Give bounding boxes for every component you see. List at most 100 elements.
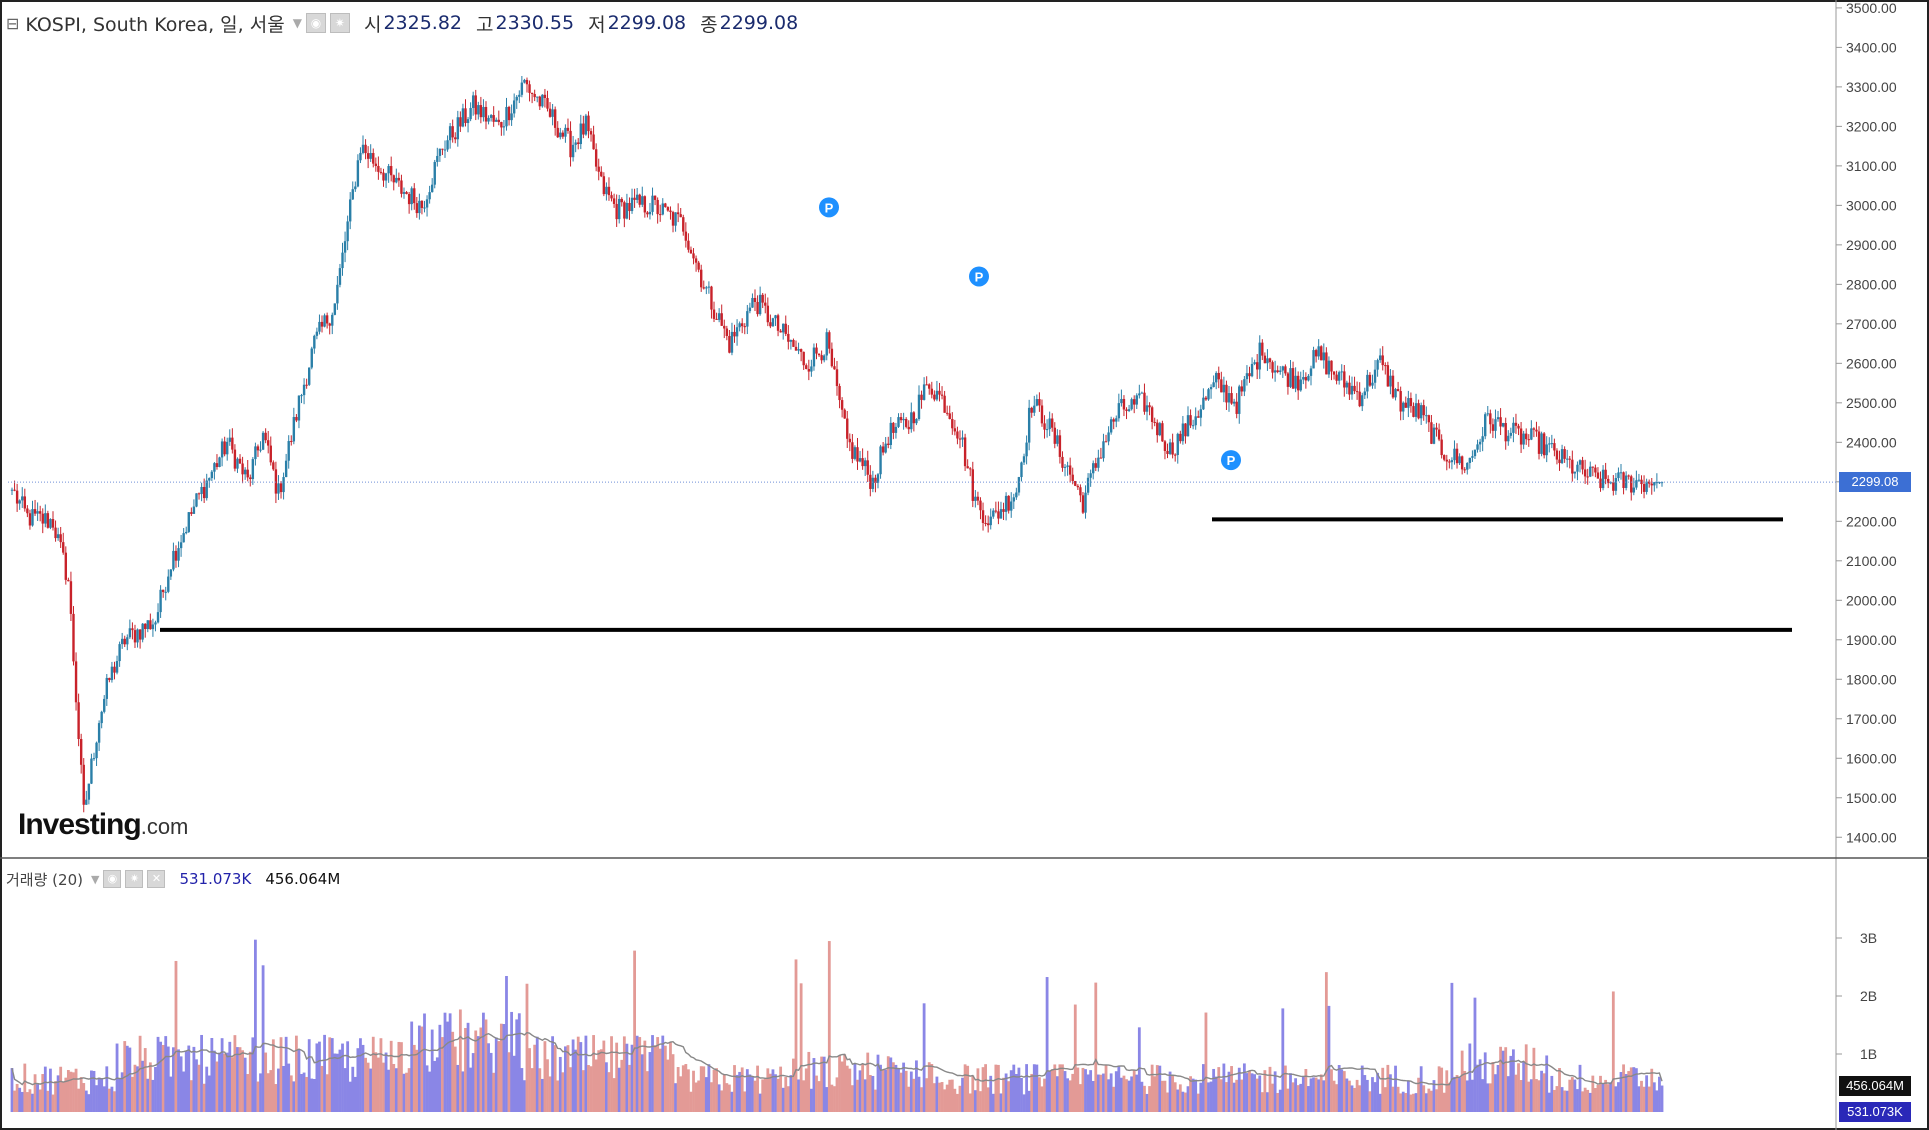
volume-bar [999, 1093, 1003, 1112]
candle-body [1599, 478, 1602, 489]
candle-body [715, 318, 718, 320]
chevron-down-icon[interactable]: ▼ [292, 16, 302, 30]
candle-body [1361, 395, 1364, 407]
price-axis-label: 1800.00 [1846, 671, 1897, 687]
volume-bar [956, 1093, 959, 1112]
candle-body [218, 457, 221, 468]
event-marker: P [969, 266, 989, 287]
candle-body [1184, 423, 1187, 437]
candle-body [21, 496, 24, 501]
candle-body [192, 506, 196, 514]
candle-body [902, 418, 905, 421]
volume-bar [1406, 1080, 1410, 1112]
volume-bar [441, 1037, 444, 1112]
volume-bar [466, 1022, 470, 1112]
candle-body [23, 496, 27, 509]
chevron-down-icon[interactable]: ▼ [90, 872, 100, 886]
volume-bar [1181, 1091, 1185, 1112]
candle-body [1343, 371, 1346, 388]
eye-icon[interactable]: ◉ [305, 13, 326, 33]
candle-body [712, 309, 716, 319]
volume-bar [835, 1077, 839, 1112]
event-marker-circle [1221, 450, 1241, 471]
volume-bar [1296, 1085, 1300, 1112]
candle-body [430, 184, 434, 193]
volume-bar [897, 1067, 900, 1112]
candle-body [1304, 377, 1308, 381]
eye-icon[interactable]: ◉ [103, 870, 122, 888]
volume-bar [384, 1052, 388, 1112]
candle-body [292, 416, 296, 442]
collapse-icon[interactable]: ⊟ [6, 13, 20, 33]
volume-bar [843, 1054, 847, 1112]
volume-bar [41, 1074, 45, 1112]
volume-bar [1009, 1070, 1013, 1112]
candle-body [1268, 358, 1272, 363]
volume-bar [46, 1090, 50, 1112]
candle-body [82, 764, 85, 805]
candle-body [1097, 457, 1100, 468]
candle-body [1450, 460, 1454, 463]
volume-bar [148, 1062, 152, 1112]
volume-bar [766, 1068, 770, 1112]
volume-bar [1176, 1089, 1180, 1112]
candle-body [87, 783, 91, 800]
candle-body [1040, 405, 1044, 424]
volume-bar [1150, 1064, 1154, 1112]
candle-body [389, 166, 393, 176]
gear-icon[interactable]: ✷ [125, 870, 144, 888]
candle-body [1545, 444, 1548, 456]
volume-bar [635, 1035, 639, 1112]
volume-bar [471, 1053, 475, 1112]
candle-body [1642, 484, 1646, 492]
candle-body [471, 95, 475, 108]
candle-body [976, 496, 980, 501]
volume-bar [1529, 1079, 1533, 1112]
volume-bar [751, 1076, 754, 1112]
volume-bar [238, 1047, 242, 1112]
candle-body [1255, 362, 1259, 370]
candle-body [1232, 401, 1236, 404]
volume-bar [1537, 1080, 1541, 1112]
volume-bar [482, 1012, 485, 1112]
volume-bar [920, 1087, 923, 1112]
candle-body [267, 440, 270, 446]
candle-body [1025, 442, 1028, 457]
candle-body [594, 149, 598, 167]
volume-bar [781, 1087, 785, 1112]
candle-body [1143, 392, 1146, 412]
volume-bar [1355, 1079, 1359, 1112]
candle-body [331, 314, 334, 326]
candle-body [1476, 444, 1479, 450]
volume-bar [715, 1068, 718, 1112]
volume-bar [1073, 1004, 1077, 1112]
volume-bar [492, 1072, 496, 1112]
volume-bar [1191, 1078, 1195, 1112]
close-icon[interactable]: ✕ [147, 870, 166, 888]
volume-bar [1140, 1081, 1144, 1112]
volume-bar [1476, 1064, 1479, 1112]
gear-icon[interactable]: ✷ [329, 13, 350, 33]
volume-bar [1399, 1093, 1403, 1112]
candle-body [174, 550, 178, 561]
candle-body [1376, 360, 1379, 370]
volume-bar [915, 1060, 918, 1112]
candle-body [146, 620, 149, 630]
volume-bar [287, 1063, 291, 1112]
volume-bar [302, 1072, 306, 1112]
volume-bar [318, 1041, 321, 1112]
candle-body [897, 417, 900, 427]
volume-bar [1373, 1082, 1377, 1112]
candle-body [935, 390, 939, 400]
volume-bar [312, 1079, 316, 1112]
candle-body [397, 177, 401, 181]
volume-bar [1619, 1072, 1623, 1112]
volume-bar [1593, 1088, 1597, 1112]
volume-bar [756, 1065, 759, 1112]
volume-bar [943, 1089, 947, 1112]
volume-bar [218, 1052, 221, 1112]
candle-body [300, 395, 303, 397]
volume-bar [576, 1036, 580, 1112]
candle-body [274, 469, 278, 494]
